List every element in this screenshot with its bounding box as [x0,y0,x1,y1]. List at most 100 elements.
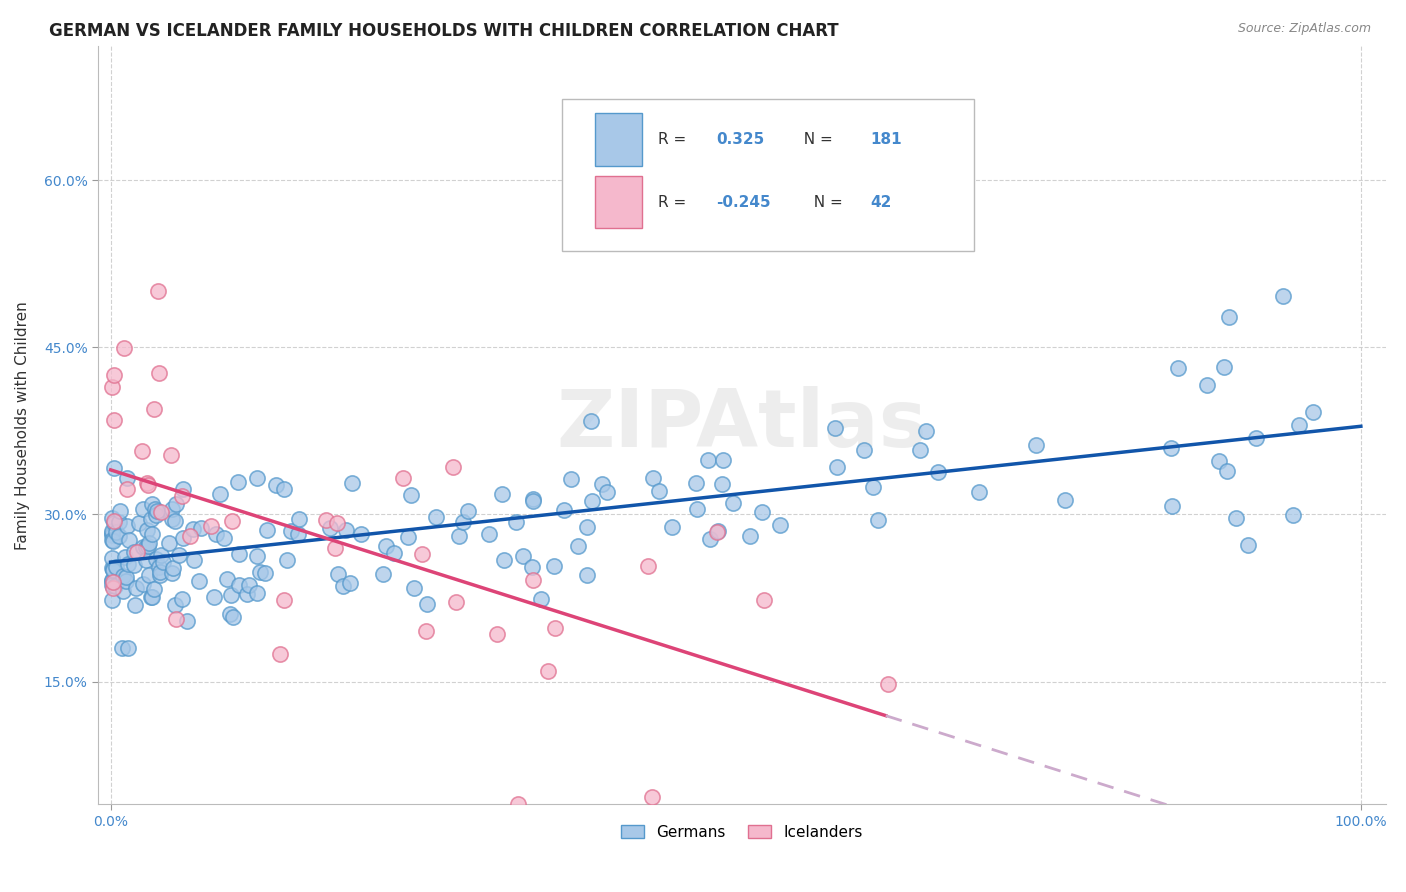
Point [1195,377,1218,392]
Point [769,518,792,533]
Point [326,567,349,582]
Point [149,568,172,582]
Point [425,510,447,524]
Point [1160,441,1182,455]
Text: 42: 42 [870,194,893,210]
Point [512,549,534,564]
Point [107,516,129,530]
Point [686,501,709,516]
Point [522,573,544,587]
Point [101,380,124,394]
Point [915,424,938,438]
Point [101,524,124,538]
Point [103,368,125,382]
Point [754,593,776,607]
Point [117,641,139,656]
Point [1302,405,1324,419]
Point [135,553,157,567]
Point [1216,464,1239,478]
Point [1218,310,1240,324]
Point [160,566,183,580]
Point [141,497,163,511]
Point [148,284,170,298]
Point [165,611,187,625]
Point [253,566,276,580]
Point [157,536,180,550]
Point [122,558,145,573]
Point [287,527,309,541]
Point [115,570,138,584]
Point [711,453,734,467]
Point [579,414,602,428]
Point [505,515,527,529]
Point [228,578,250,592]
Point [188,574,211,588]
Point [118,533,141,547]
Point [908,442,931,457]
Point [222,609,245,624]
Point [143,582,166,596]
Point [143,501,166,516]
Point [441,460,464,475]
Text: 181: 181 [870,132,903,147]
Text: Source: ZipAtlas.com: Source: ZipAtlas.com [1237,22,1371,36]
Point [132,576,155,591]
Point [218,607,240,622]
Point [350,527,373,541]
Point [112,341,135,355]
Text: GERMAN VS ICELANDER FAMILY HOUSEHOLDS WITH CHILDREN CORRELATION CHART: GERMAN VS ICELANDER FAMILY HOUSEHOLDS WI… [49,22,839,40]
Point [1167,360,1189,375]
Point [165,497,187,511]
Point [104,525,127,540]
Point [148,366,170,380]
Point [200,519,222,533]
Point [315,513,337,527]
Point [246,549,269,564]
Point [374,540,396,554]
Point [136,523,159,537]
Point [108,504,131,518]
Point [273,592,295,607]
Point [246,470,269,484]
Point [202,590,225,604]
Point [522,492,544,507]
Point [138,568,160,582]
Point [138,536,160,550]
Point [824,421,846,435]
Point [543,558,565,573]
Point [415,597,437,611]
Point [101,527,124,541]
Point [411,547,433,561]
Point [280,524,302,538]
Point [101,534,124,549]
Point [485,627,508,641]
Point [101,561,124,575]
Text: 0.325: 0.325 [716,132,765,147]
Point [141,527,163,541]
Point [318,521,340,535]
Point [707,524,730,539]
Point [179,529,201,543]
Legend: Germans, Icelanders: Germans, Icelanders [614,819,869,846]
Point [236,587,259,601]
Point [172,531,194,545]
Point [637,558,659,573]
Point [139,590,162,604]
Point [136,475,159,490]
Point [214,532,236,546]
Text: R =: R = [658,194,692,210]
Point [149,505,172,519]
Point [152,555,174,569]
Point [371,567,394,582]
Point [256,523,278,537]
Point [342,476,364,491]
Point [269,648,291,662]
Point [640,790,662,805]
Point [148,559,170,574]
Point [115,471,138,485]
Point [1225,510,1247,524]
Point [221,514,243,528]
Point [172,591,194,606]
Point [522,560,544,574]
Point [661,519,683,533]
